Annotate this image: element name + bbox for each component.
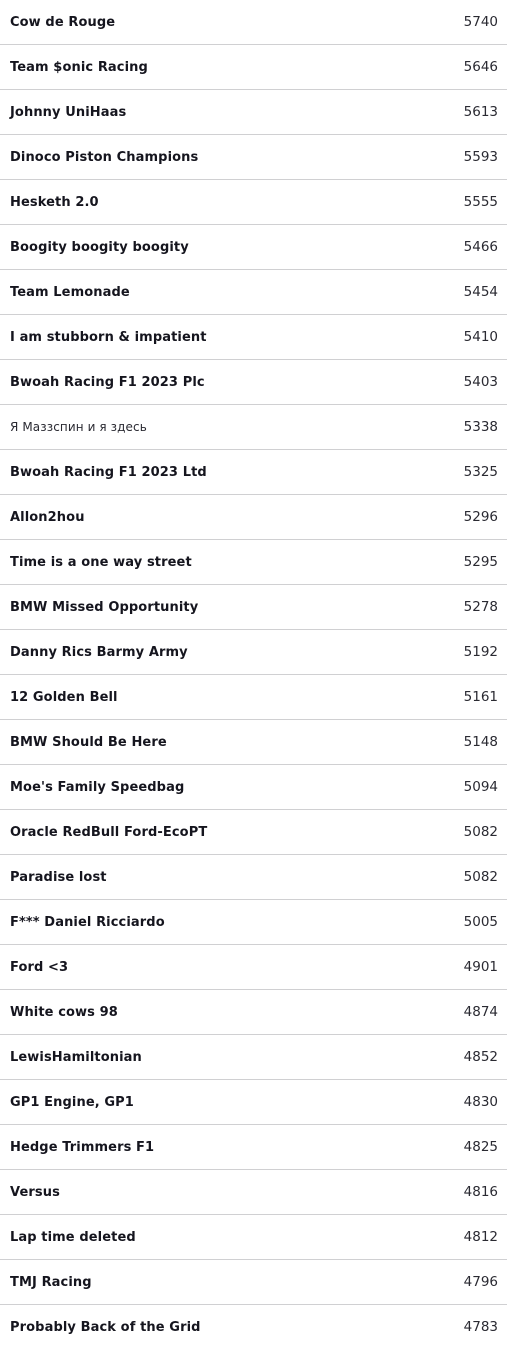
leaderboard-row[interactable]: White cows 98 4874 [0, 990, 507, 1035]
team-points: 5646 [463, 59, 498, 75]
leaderboard-row[interactable]: 12 Golden Bell 5161 [0, 675, 507, 720]
team-name: Time is a one way street [10, 554, 192, 570]
team-points: 4783 [463, 1319, 498, 1335]
team-name: Lap time deleted [10, 1229, 136, 1245]
team-points: 5295 [463, 554, 498, 570]
team-points: 5338 [463, 419, 498, 435]
team-name: Team Lemonade [10, 284, 130, 300]
team-points: 5082 [463, 869, 498, 885]
team-points: 5094 [463, 779, 498, 795]
team-points: 4830 [463, 1094, 498, 1110]
team-name: Bwoah Racing F1 2023 Plc [10, 374, 205, 390]
team-name: Oracle RedBull Ford-EcoPT [10, 824, 208, 840]
team-points: 4796 [463, 1274, 498, 1290]
team-points: 5410 [463, 329, 498, 345]
team-name: Probably Back of the Grid [10, 1319, 201, 1335]
leaderboard-row[interactable]: Johnny UniHaas 5613 [0, 90, 507, 135]
team-name: Bwoah Racing F1 2023 Ltd [10, 464, 207, 480]
team-name: Team $onic Racing [10, 59, 148, 75]
leaderboard-row[interactable]: Probably Back of the Grid 4783 [0, 1305, 507, 1349]
leaderboard-row[interactable]: BMW Missed Opportunity 5278 [0, 585, 507, 630]
team-name: Hesketh 2.0 [10, 194, 99, 210]
team-name: Dinoco Piston Champions [10, 149, 199, 165]
team-name: Paradise lost [10, 869, 107, 885]
leaderboard-row[interactable]: Team Lemonade 5454 [0, 270, 507, 315]
team-name: Я Маззспин и я здесь [10, 420, 147, 434]
team-points: 5148 [463, 734, 498, 750]
leaderboard-row[interactable]: Bwoah Racing F1 2023 Plc 5403 [0, 360, 507, 405]
team-name: Ford <3 [10, 959, 69, 975]
leaderboard-row[interactable]: Danny Rics Barmy Army 5192 [0, 630, 507, 675]
team-points: 5555 [463, 194, 498, 210]
team-name: BMW Should Be Here [10, 734, 167, 750]
team-points: 5296 [463, 509, 498, 525]
team-points: 5466 [463, 239, 498, 255]
team-points: 5161 [463, 689, 498, 705]
leaderboard-row[interactable]: Boogity boogity boogity 5466 [0, 225, 507, 270]
leaderboard-row[interactable]: BMW Should Be Here 5148 [0, 720, 507, 765]
leaderboard-row[interactable]: F*** Daniel Ricciardo 5005 [0, 900, 507, 945]
leaderboard-row[interactable]: GP1 Engine, GP1 4830 [0, 1080, 507, 1125]
team-points: 4812 [463, 1229, 498, 1245]
team-points: 5403 [463, 374, 498, 390]
team-points: 5593 [463, 149, 498, 165]
leaderboard-row[interactable]: Dinoco Piston Champions 5593 [0, 135, 507, 180]
team-name: Allon2hou [10, 509, 85, 525]
team-name: BMW Missed Opportunity [10, 599, 199, 615]
team-points: 4874 [463, 1004, 498, 1020]
leaderboard-row[interactable]: Moe's Family Speedbag 5094 [0, 765, 507, 810]
team-name: TMJ Racing [10, 1274, 92, 1290]
team-name: White cows 98 [10, 1004, 118, 1020]
leaderboard-row[interactable]: Allon2hou 5296 [0, 495, 507, 540]
leaderboard-row[interactable]: Oracle RedBull Ford-EcoPT 5082 [0, 810, 507, 855]
team-points: 5325 [463, 464, 498, 480]
team-name: LewisHamiltonian [10, 1049, 142, 1065]
leaderboard-row[interactable]: Paradise lost 5082 [0, 855, 507, 900]
team-points: 5454 [463, 284, 498, 300]
team-points: 4816 [463, 1184, 498, 1200]
leaderboard-row[interactable]: Versus 4816 [0, 1170, 507, 1215]
team-name: GP1 Engine, GP1 [10, 1094, 134, 1110]
leaderboard-row[interactable]: I am stubborn & impatient 5410 [0, 315, 507, 360]
team-points: 5613 [463, 104, 498, 120]
leaderboard-row[interactable]: LewisHamiltonian 4852 [0, 1035, 507, 1080]
leaderboard-row[interactable]: Bwoah Racing F1 2023 Ltd 5325 [0, 450, 507, 495]
team-name: Moe's Family Speedbag [10, 779, 185, 795]
team-name: I am stubborn & impatient [10, 329, 207, 345]
team-points: 5740 [463, 14, 498, 30]
team-points: 5192 [463, 644, 498, 660]
team-points: 5082 [463, 824, 498, 840]
leaderboard-row[interactable]: Hesketh 2.0 5555 [0, 180, 507, 225]
team-points: 5278 [463, 599, 498, 615]
team-points: 4901 [463, 959, 498, 975]
team-name: Cow de Rouge [10, 14, 116, 30]
team-name: Danny Rics Barmy Army [10, 644, 188, 660]
leaderboard-row[interactable]: Team $onic Racing 5646 [0, 45, 507, 90]
leaderboard-row[interactable]: Lap time deleted 4812 [0, 1215, 507, 1260]
team-name: Boogity boogity boogity [10, 239, 189, 255]
team-points: 4852 [463, 1049, 498, 1065]
leaderboard-row[interactable]: Cow de Rouge 5740 [0, 0, 507, 45]
team-name: 12 Golden Bell [10, 689, 118, 705]
leaderboard-row[interactable]: Time is a one way street 5295 [0, 540, 507, 585]
leaderboard-row[interactable]: Hedge Trimmers F1 4825 [0, 1125, 507, 1170]
leaderboard-row[interactable]: Я Маззспин и я здесь 5338 [0, 405, 507, 450]
team-name: Johnny UniHaas [10, 104, 127, 120]
leaderboard-row[interactable]: TMJ Racing 4796 [0, 1260, 507, 1305]
team-name: Versus [10, 1184, 60, 1200]
team-points: 5005 [463, 914, 498, 930]
team-name: Hedge Trimmers F1 [10, 1139, 155, 1155]
leaderboard-row[interactable]: Ford <3 4901 [0, 945, 507, 990]
team-points: 4825 [463, 1139, 498, 1155]
team-name: F*** Daniel Ricciardo [10, 914, 165, 930]
